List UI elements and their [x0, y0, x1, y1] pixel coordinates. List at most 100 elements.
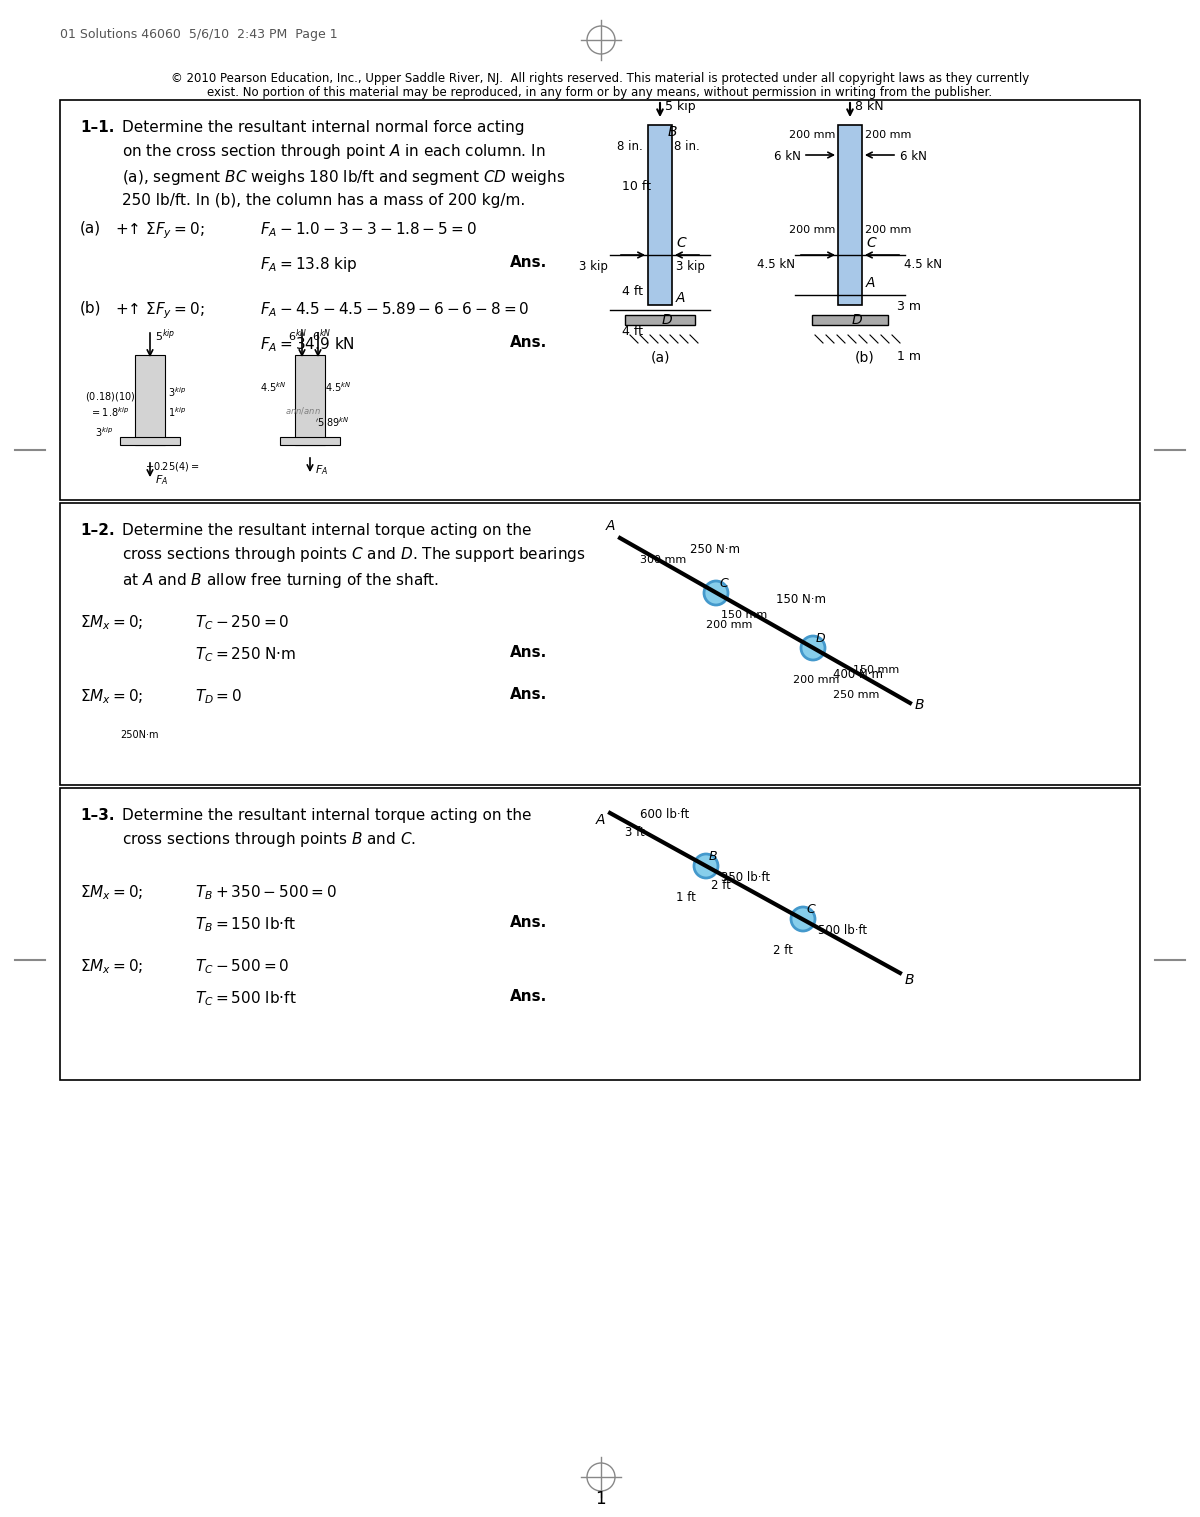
Text: (b): (b)	[80, 300, 102, 316]
Text: 3 ft: 3 ft	[625, 825, 644, 839]
Text: 200 mm: 200 mm	[793, 675, 839, 686]
Text: (a): (a)	[80, 220, 101, 235]
Text: 150 N·m: 150 N·m	[776, 593, 826, 605]
Text: 6 kN: 6 kN	[900, 150, 926, 162]
Text: 4 ft: 4 ft	[622, 325, 643, 338]
Text: $3^{kip}$: $3^{kip}$	[95, 425, 113, 438]
Bar	[295, 355, 325, 444]
Text: $5^{kip}$: $5^{kip}$	[155, 328, 175, 343]
Text: 400 N·m: 400 N·m	[833, 667, 883, 681]
Text: 1 ft: 1 ft	[676, 890, 696, 904]
Text: $T_C - 250 = 0$: $T_C - 250 = 0$	[194, 613, 289, 631]
Text: $T_B = 150$ lb·ft: $T_B = 150$ lb·ft	[194, 915, 296, 933]
Circle shape	[791, 907, 815, 931]
Text: 150 mm: 150 mm	[853, 664, 899, 675]
Text: 600 lb·ft: 600 lb·ft	[640, 809, 689, 821]
Text: 1 m: 1 m	[898, 350, 922, 363]
Text: 1: 1	[595, 1490, 605, 1508]
Text: $F_A - 1.0 - 3 - 3 - 1.8 - 5 = 0$: $F_A - 1.0 - 3 - 3 - 1.8 - 5 = 0$	[260, 220, 476, 238]
Text: $T_D = 0$: $T_D = 0$	[194, 687, 242, 705]
Text: C: C	[719, 576, 727, 590]
Text: 300 mm: 300 mm	[640, 555, 686, 564]
Text: 3 m: 3 m	[898, 300, 922, 313]
Text: Determine the resultant internal torque acting on the
cross sections through poi: Determine the resultant internal torque …	[122, 809, 532, 850]
Text: $F_A$: $F_A$	[314, 463, 328, 476]
Text: Determine the resultant internal torque acting on the
cross sections through poi: Determine the resultant internal torque …	[122, 523, 586, 590]
Bar	[60, 504, 1140, 784]
Text: B: B	[668, 124, 678, 140]
Text: $ann/ann$: $ann/ann$	[286, 405, 320, 416]
Text: A: A	[595, 813, 605, 827]
Text: 4.5 kN: 4.5 kN	[904, 258, 942, 272]
Text: B: B	[916, 698, 924, 711]
Text: 5 kip: 5 kip	[665, 100, 696, 112]
Text: $3^{kip}$: $3^{kip}$	[168, 385, 186, 399]
Text: $F_A - 4.5 - 4.5 - 5.89 - 6 - 6 - 8 = 0$: $F_A - 4.5 - 4.5 - 5.89 - 6 - 6 - 8 = 0$	[260, 300, 529, 319]
Text: Ans.: Ans.	[510, 915, 547, 930]
Text: $4.5^{kN}$: $4.5^{kN}$	[260, 379, 287, 394]
Text: D: D	[662, 313, 673, 328]
Text: Ans.: Ans.	[510, 255, 547, 270]
Text: $F_A = 34.9$ kN: $F_A = 34.9$ kN	[260, 335, 355, 353]
Bar	[60, 100, 1140, 501]
Text: +↑ $\Sigma F_y = 0$;: +↑ $\Sigma F_y = 0$;	[115, 300, 204, 320]
Text: 1–3.: 1–3.	[80, 809, 114, 824]
Bar	[838, 124, 862, 305]
Text: A: A	[866, 276, 876, 290]
Text: 1–2.: 1–2.	[80, 523, 115, 539]
Text: $T_B + 350 - 500 = 0$: $T_B + 350 - 500 = 0$	[194, 883, 337, 901]
Text: 8 kN: 8 kN	[854, 100, 883, 112]
Text: C: C	[676, 237, 685, 250]
Circle shape	[802, 636, 826, 660]
Text: 2 ft: 2 ft	[773, 944, 793, 957]
Text: © 2010 Pearson Education, Inc., Upper Saddle River, NJ.  All rights reserved. Th: © 2010 Pearson Education, Inc., Upper Sa…	[170, 71, 1030, 85]
Text: $F_A = 13.8$ kip: $F_A = 13.8$ kip	[260, 255, 358, 275]
Bar	[120, 437, 180, 444]
Text: B: B	[905, 972, 914, 988]
Text: 200 mm: 200 mm	[865, 130, 911, 140]
Text: 200 mm: 200 mm	[706, 620, 752, 630]
Circle shape	[704, 581, 728, 605]
Bar	[134, 355, 166, 444]
Text: 3 kip: 3 kip	[676, 259, 704, 273]
Text: $\Sigma M_x = 0$;: $\Sigma M_x = 0$;	[80, 613, 143, 631]
Text: D: D	[816, 633, 826, 645]
Bar	[60, 787, 1140, 1080]
Text: 500 lb·ft: 500 lb·ft	[818, 924, 868, 938]
Text: 6 kN: 6 kN	[774, 150, 802, 162]
Text: $\Sigma M_x = 0$;: $\Sigma M_x = 0$;	[80, 687, 143, 705]
Text: +↑ $\Sigma F_y = 0$;: +↑ $\Sigma F_y = 0$;	[115, 220, 204, 241]
Text: C: C	[806, 903, 815, 916]
Bar	[812, 316, 888, 325]
Text: $6^{kN}$: $6^{kN}$	[288, 328, 307, 343]
Text: 200 mm: 200 mm	[865, 225, 911, 235]
Text: B: B	[709, 850, 718, 863]
Text: A: A	[676, 291, 685, 305]
Text: A: A	[606, 519, 616, 532]
Text: 250N·m: 250N·m	[120, 730, 158, 740]
Text: 250 mm: 250 mm	[833, 690, 880, 699]
Text: $T_C = 250$ N·m: $T_C = 250$ N·m	[194, 645, 296, 664]
Text: Ans.: Ans.	[510, 645, 547, 660]
Text: 4 ft: 4 ft	[622, 285, 643, 297]
Bar	[625, 316, 695, 325]
Text: 200 mm: 200 mm	[788, 130, 835, 140]
Text: 10 ft: 10 ft	[622, 181, 650, 193]
Text: Determine the resultant internal normal force acting
on the cross section throug: Determine the resultant internal normal …	[122, 120, 565, 208]
Text: 250 N·m: 250 N·m	[690, 543, 740, 557]
Text: D: D	[852, 313, 863, 328]
Text: $-0.25(4) =$: $-0.25(4) =$	[145, 460, 199, 473]
Text: exist. No portion of this material may be reproduced, in any form or by any mean: exist. No portion of this material may b…	[208, 86, 992, 99]
Text: 01 Solutions 46060  5/6/10  2:43 PM  Page 1: 01 Solutions 46060 5/6/10 2:43 PM Page 1	[60, 27, 337, 41]
Text: $6^{kN}$: $6^{kN}$	[312, 328, 331, 343]
Text: 350 lb·ft: 350 lb·ft	[721, 871, 770, 884]
Text: (b): (b)	[854, 350, 875, 364]
Text: 4.5 kN: 4.5 kN	[757, 258, 796, 272]
Text: $F_A$: $F_A$	[155, 473, 168, 487]
Text: $\Sigma M_x = 0$;: $\Sigma M_x = 0$;	[80, 883, 143, 901]
Bar	[280, 437, 340, 444]
Text: $'5.89^{kN}$: $'5.89^{kN}$	[314, 416, 349, 429]
Text: 150 mm: 150 mm	[721, 610, 767, 620]
Text: $T_C = 500$ lb·ft: $T_C = 500$ lb·ft	[194, 989, 296, 1007]
Text: 200 mm: 200 mm	[788, 225, 835, 235]
